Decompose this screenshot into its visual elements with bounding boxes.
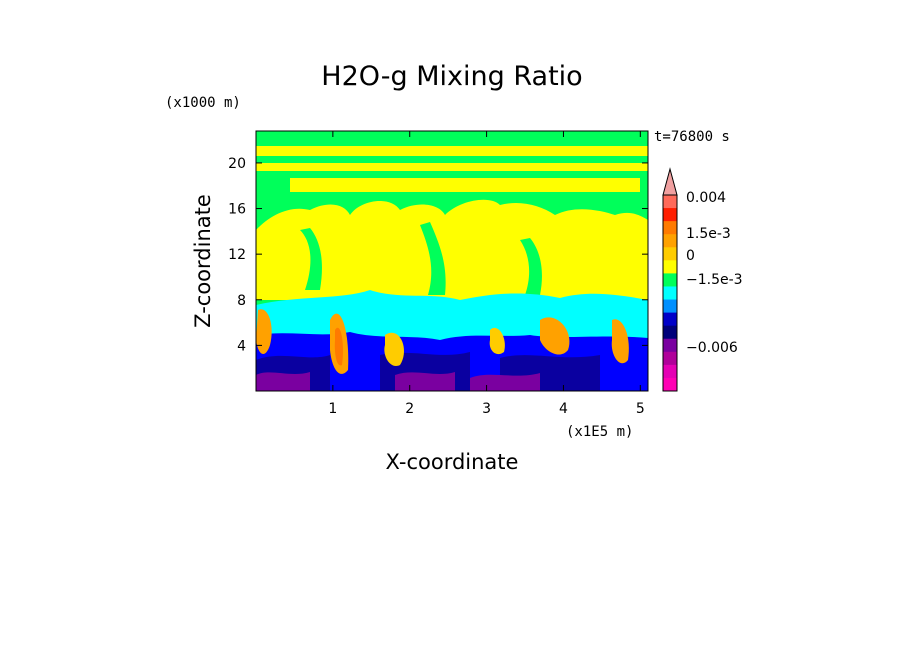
colorbar-labels: 0.004 1.5e-3 0 −1.5e-3 −0.006 bbox=[686, 190, 743, 356]
chart-title: H2O-g Mixing Ratio bbox=[321, 61, 582, 92]
colorbar-frame bbox=[662, 194, 678, 392]
colorbar-segment bbox=[663, 260, 677, 274]
y-axis-ticks: 4 8 12 16 20 bbox=[228, 156, 648, 354]
colorbar-segment bbox=[663, 221, 677, 235]
plot-frame bbox=[255, 130, 649, 392]
plume-6 bbox=[489, 327, 505, 355]
colorbar-label: −1.5e-3 bbox=[686, 272, 743, 288]
colorbar-label: 1.5e-3 bbox=[686, 226, 731, 242]
band-upper-2 bbox=[256, 163, 648, 171]
colorbar-segment bbox=[663, 351, 677, 366]
colorbar-segment bbox=[663, 273, 677, 287]
plume-1 bbox=[256, 309, 272, 355]
purple-patch-3 bbox=[470, 373, 540, 391]
x-tick-label: 1 bbox=[328, 401, 337, 417]
y-tick-label: 12 bbox=[228, 247, 246, 263]
band-upper-3 bbox=[290, 178, 640, 192]
colorbar-segment bbox=[663, 299, 677, 314]
colorbar-segment bbox=[663, 234, 677, 248]
colorbar-segment bbox=[663, 364, 677, 379]
purple-patch-1 bbox=[256, 372, 310, 391]
x-axis-ticks: 1 2 3 4 5 bbox=[328, 131, 645, 417]
x-tick-label: 2 bbox=[405, 401, 414, 417]
colorbar-segment bbox=[663, 195, 677, 209]
colorbar-segment bbox=[663, 286, 677, 301]
colorbar-label: −0.006 bbox=[686, 340, 738, 356]
colorbar-label: 0 bbox=[686, 248, 695, 264]
plume-3 bbox=[384, 332, 405, 366]
green-gap-1 bbox=[300, 228, 322, 290]
y-tick-label: 16 bbox=[228, 202, 246, 218]
x-unit-label: (x1E5 m) bbox=[566, 424, 633, 440]
x-tick-label: 5 bbox=[636, 401, 645, 417]
colorbar-label: 0.004 bbox=[686, 190, 726, 206]
x-tick-label: 3 bbox=[482, 401, 491, 417]
green-gap-2 bbox=[420, 222, 446, 295]
y-axis-label: Z-coordinate bbox=[191, 194, 215, 328]
heatmap-field bbox=[256, 131, 648, 391]
y-tick-label: 4 bbox=[237, 338, 246, 354]
colorbar bbox=[662, 167, 678, 392]
band-upper-1 bbox=[256, 146, 648, 156]
plume-2-core bbox=[334, 327, 344, 366]
y-unit-label: (x1000 m) bbox=[165, 95, 241, 111]
x-tick-label: 4 bbox=[559, 401, 568, 417]
time-label: t=76800 s bbox=[654, 129, 730, 145]
y-tick-label: 8 bbox=[237, 293, 246, 309]
colorbar-segment bbox=[663, 208, 677, 222]
colorbar-segment bbox=[663, 312, 677, 327]
plume-5 bbox=[611, 319, 629, 364]
green-gap-3 bbox=[520, 238, 542, 295]
colorbar-segment bbox=[663, 338, 677, 353]
colorbar-arrow bbox=[662, 167, 678, 196]
colorbar-segment bbox=[663, 325, 677, 340]
colorbar-segment bbox=[663, 247, 677, 261]
x-axis-label: X-coordinate bbox=[386, 450, 519, 474]
colorbar-segment bbox=[663, 377, 677, 392]
y-tick-label: 20 bbox=[228, 156, 246, 172]
yellow-mass bbox=[256, 199, 648, 300]
plume-4 bbox=[540, 317, 570, 355]
purple-patch-2 bbox=[395, 372, 455, 391]
